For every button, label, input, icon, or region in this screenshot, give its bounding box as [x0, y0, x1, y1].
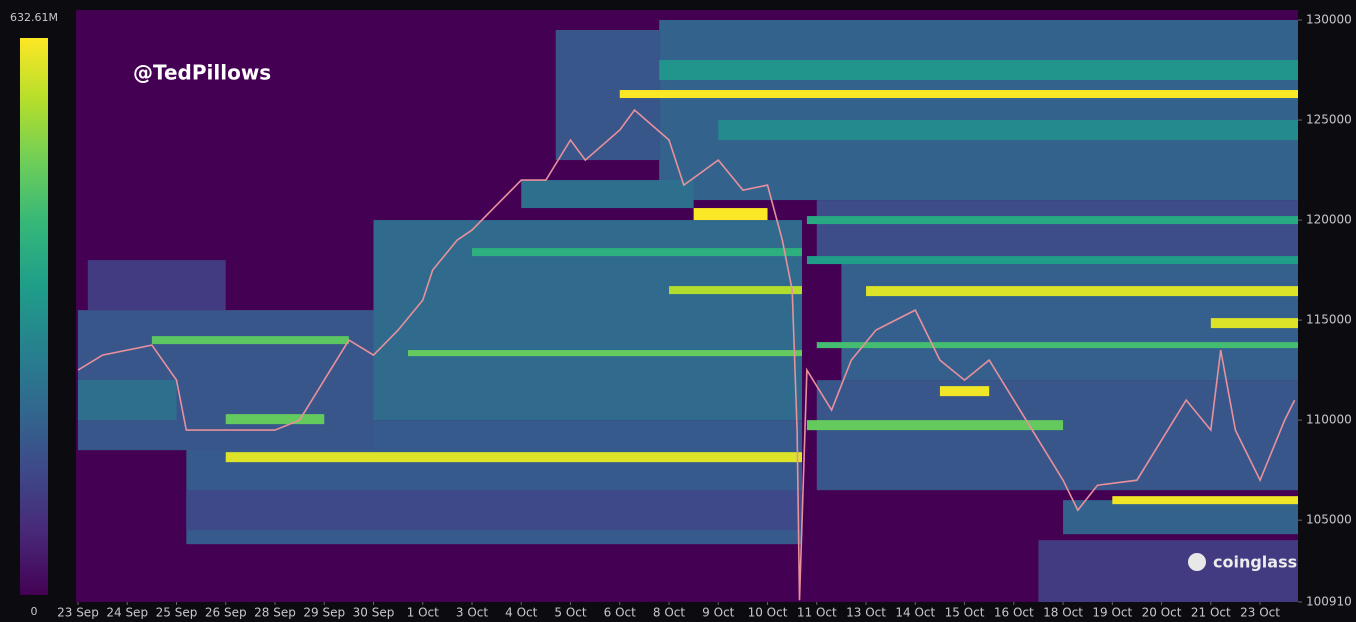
heat-cell	[1038, 540, 1298, 602]
x-tick-label: 16 Oct	[994, 606, 1034, 620]
x-tick-label: 30 Sep	[353, 606, 395, 620]
x-tick-label: 1 Oct	[407, 606, 439, 620]
heat-cell	[806, 216, 1298, 225]
heat-cell	[669, 286, 803, 295]
x-tick-label: 23 Sep	[57, 606, 99, 620]
heat-cell	[659, 60, 1298, 81]
y-tick-label: 120000	[1306, 213, 1352, 227]
y-tick-label: 105000	[1306, 513, 1352, 527]
x-tick-label: 5 Oct	[554, 606, 586, 620]
watermark: @TedPillows	[133, 61, 271, 85]
colorbar-label: 0	[31, 605, 38, 618]
x-tick-label: 10 Oct	[748, 606, 788, 620]
x-tick-label: 26 Sep	[205, 606, 247, 620]
x-tick-label: 3 Oct	[456, 606, 488, 620]
heat-cell	[718, 120, 1298, 141]
price-line	[77, 108, 1296, 601]
x-tick-label: 14 Oct	[895, 606, 935, 620]
heat-cell	[407, 350, 803, 357]
heat-cell	[151, 336, 349, 345]
heat-cell	[866, 286, 1298, 297]
colorbar	[20, 38, 48, 595]
x-tick-label: 21 Oct	[1191, 606, 1231, 620]
y-tick-label: 125000	[1306, 113, 1352, 127]
heat-cell	[816, 200, 1298, 261]
x-tick-label: 25 Sep	[156, 606, 198, 620]
y-tick-label: 130000	[1306, 13, 1352, 27]
x-tick-label: 29 Sep	[303, 606, 345, 620]
colorbar-label: 632.61M	[10, 11, 58, 24]
heat-cell	[1063, 500, 1298, 535]
heat-cell	[806, 256, 1298, 265]
x-tick-label: 8 Oct	[653, 606, 685, 620]
x-tick-label: 19 Oct	[1092, 606, 1132, 620]
x-tick-label: 9 Oct	[702, 606, 734, 620]
x-tick-label: 28 Sep	[254, 606, 296, 620]
x-tick-label: 15 Oct	[945, 606, 985, 620]
heat-cell	[225, 452, 803, 463]
heat-cell	[619, 90, 1298, 99]
x-tick-label: 11 Oct	[797, 606, 837, 620]
heat-cell	[659, 20, 1298, 201]
y-tick-label: 110000	[1306, 413, 1352, 427]
x-tick-label: 24 Sep	[106, 606, 148, 620]
heat-cell	[87, 260, 226, 311]
x-tick-label: 13 Oct	[846, 606, 886, 620]
heat-cell	[186, 490, 803, 531]
x-tick-label: 23 Oct	[1240, 606, 1280, 620]
logo-text: coinglass	[1213, 553, 1297, 572]
heat-cell	[693, 208, 768, 221]
heat-cell	[1210, 318, 1298, 329]
logo-icon	[1188, 553, 1206, 571]
heat-cell	[225, 414, 325, 425]
x-tick-label: 20 Oct	[1142, 606, 1182, 620]
y-tick-label: 115000	[1306, 313, 1352, 327]
heat-cell	[816, 342, 1298, 349]
heat-cell	[77, 380, 177, 421]
heat-cell	[472, 248, 803, 257]
x-tick-label: 6 Oct	[604, 606, 636, 620]
y-tick-label: 100910	[1306, 595, 1352, 609]
heat-cell	[1112, 496, 1298, 505]
x-tick-label: 4 Oct	[505, 606, 537, 620]
heat-cell	[521, 180, 694, 209]
heat-cell	[939, 386, 990, 397]
heat-cell	[806, 420, 1064, 431]
x-tick-label: 18 Oct	[1043, 606, 1083, 620]
logo: coinglass	[1188, 553, 1297, 572]
heat-cell	[816, 380, 1298, 491]
